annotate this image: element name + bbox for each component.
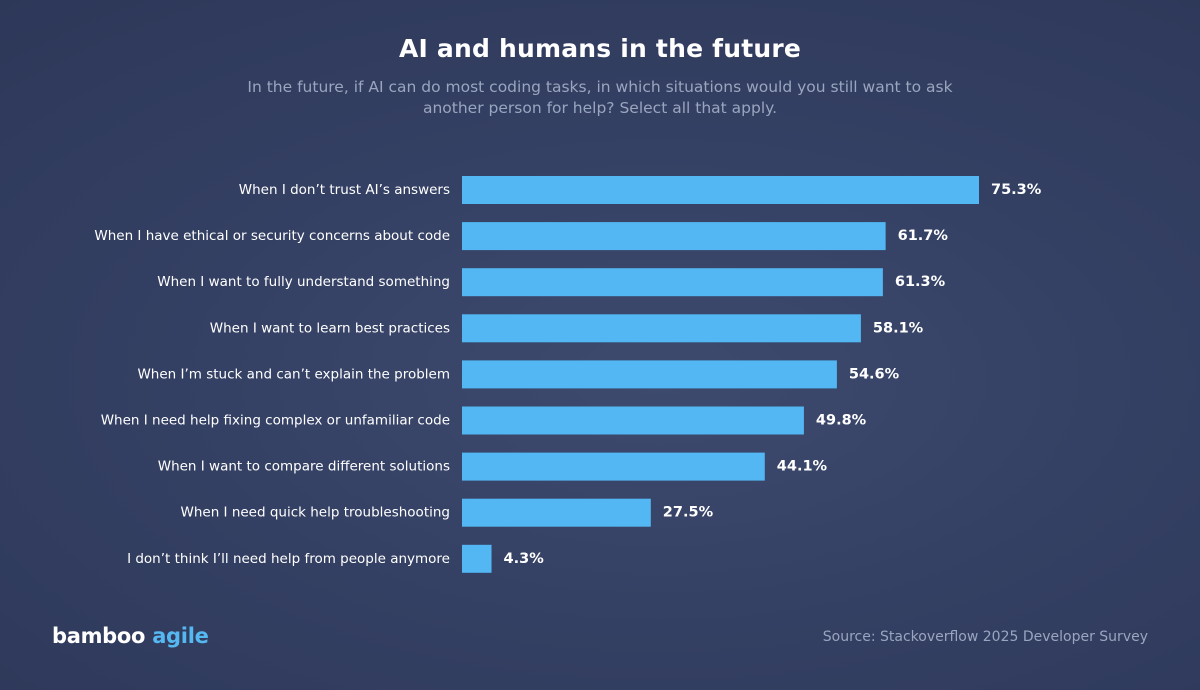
bar bbox=[462, 544, 492, 573]
chart-subtitle: In the future, if AI can do most coding … bbox=[247, 78, 953, 117]
category-label: I don’t think I’ll need help from people… bbox=[127, 551, 450, 567]
value-label: 27.5% bbox=[663, 505, 714, 521]
value-label: 58.1% bbox=[873, 320, 924, 336]
value-label: 75.3% bbox=[991, 182, 1042, 198]
category-label: When I need quick help troubleshooting bbox=[180, 505, 450, 521]
logo-text-bamboo: bamboo bbox=[52, 624, 146, 648]
value-label: 54.6% bbox=[849, 366, 900, 382]
value-label: 49.8% bbox=[816, 413, 867, 429]
category-label: When I want to learn best practices bbox=[210, 320, 450, 336]
bar bbox=[462, 498, 651, 527]
bar bbox=[462, 268, 883, 297]
category-label: When I want to compare different solutio… bbox=[158, 459, 450, 475]
bar bbox=[462, 452, 765, 481]
value-label: 61.7% bbox=[898, 228, 949, 244]
bar bbox=[462, 314, 861, 343]
bar bbox=[462, 360, 837, 389]
category-label: When I need help fixing complex or unfam… bbox=[101, 413, 450, 429]
chart-title: AI and humans in the future bbox=[398, 34, 802, 63]
category-label: When I want to fully understand somethin… bbox=[157, 274, 450, 290]
bar bbox=[462, 176, 979, 204]
brand-logo: bamboo agile bbox=[52, 624, 209, 648]
bar bbox=[462, 406, 804, 435]
category-label: When I don’t trust AI’s answers bbox=[239, 182, 450, 198]
category-label: When I have ethical or security concerns… bbox=[94, 228, 450, 244]
value-label: 44.1% bbox=[777, 459, 828, 475]
category-label: When I’m stuck and can’t explain the pro… bbox=[137, 366, 450, 382]
value-label: 61.3% bbox=[895, 274, 946, 290]
bar bbox=[462, 222, 886, 251]
source-note: Source: Stackoverflow 2025 Developer Sur… bbox=[822, 629, 1148, 645]
logo-text-agile: agile bbox=[152, 624, 209, 648]
value-label: 4.3% bbox=[504, 551, 545, 567]
